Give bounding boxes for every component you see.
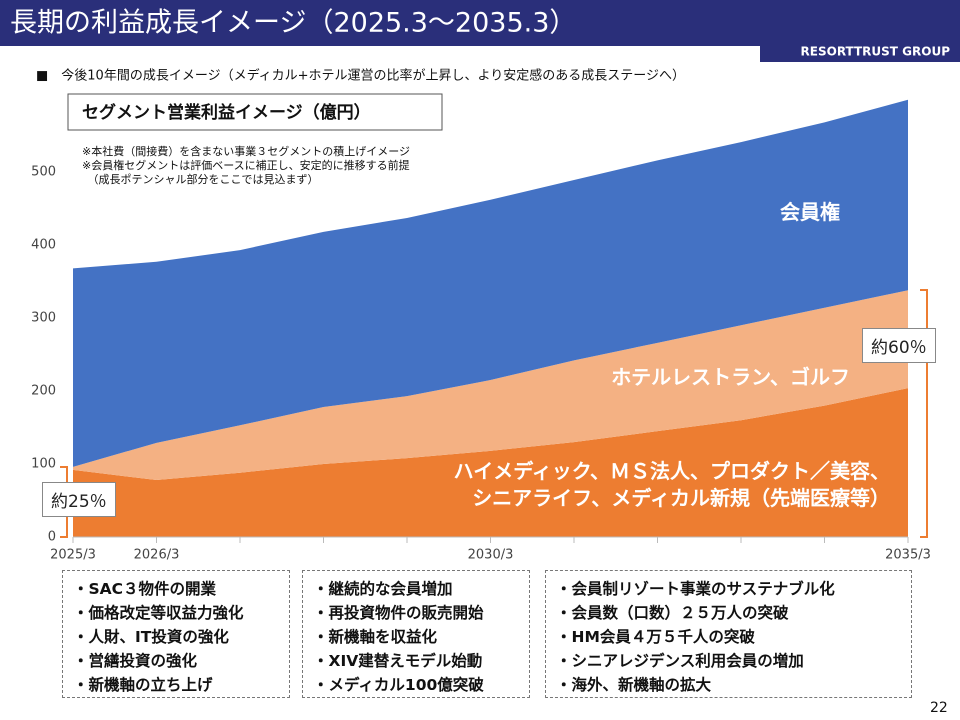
- annotation: 約60％: [862, 328, 936, 363]
- bullet-item: ・会員制リゾート事業のサステナブル化: [556, 580, 835, 598]
- y-tick-label: 400: [31, 238, 56, 253]
- y-tick-label: 200: [31, 384, 56, 399]
- x-tick-label: 2025/3: [50, 548, 96, 563]
- page-number: 22: [930, 700, 948, 716]
- series-label: ホテルレストラン、ゴルフ: [611, 365, 850, 389]
- bullet-item: ・会員数（口数）２５万人の突破: [556, 604, 789, 622]
- chart-title-box: [67, 93, 443, 131]
- bullet-item: ・海外、新機軸の拡大: [556, 676, 712, 694]
- series-label: 会員権: [780, 200, 840, 224]
- bullet-item: ・継続的な会員増加: [313, 580, 453, 598]
- company-bar: [760, 40, 960, 62]
- chart-title: セグメント営業利益イメージ（億円）: [82, 102, 371, 123]
- x-tick-label: 2026/3: [134, 548, 180, 563]
- bullet-box: ・SAC３物件の開業・価格改定等収益力強化 ・人財、IT投資の強化 ・営繕投資の強化…: [62, 570, 290, 698]
- y-tick-label: 500: [31, 165, 56, 180]
- x-tick-label: 2030/3: [468, 548, 514, 563]
- annotation: 約25％: [42, 482, 116, 517]
- bullet-item: ・メディカル100億突破: [313, 676, 484, 694]
- bullet-item: ・XIV建替えモデル始動: [313, 652, 483, 670]
- bullet-box: ・会員制リゾート事業のサステナブル化 ・会員数（口数）２５万人の突破 ・HM会員４万…: [545, 570, 912, 698]
- area: [73, 290, 908, 481]
- bullet-item: ・SAC３物件の開業: [73, 580, 217, 598]
- bullet-item: ・価格改定等収益力強化: [73, 604, 244, 622]
- x-tick-label: 2035/3: [885, 548, 931, 563]
- title: 長期の利益成長イメージ（2025.3〜2035.3）: [10, 8, 576, 39]
- note: （成長ポテンシャル部分をここでは見込まず）: [82, 172, 319, 186]
- bullet-item: ・新機軸を収益化: [313, 628, 438, 646]
- bullet-item: ・再投資物件の販売開始: [313, 604, 484, 622]
- series-label: ハイメディック、ＭＳ法人、プロダクト／美容、 シニアライフ、メディカル新規（先端…: [453, 459, 890, 510]
- y-tick-label: 100: [31, 457, 56, 472]
- bullet-item: ・新機軸の立ち上げ: [73, 676, 213, 694]
- bullet-item: ・HM会員４万５千人の突破: [556, 628, 755, 646]
- y-tick-label: 0: [48, 530, 56, 545]
- bullet-item: ・シニアレジデンス利用会員の増加: [556, 652, 804, 670]
- bullet-item: ・営繕投資の強化: [73, 652, 198, 670]
- area: [73, 388, 908, 537]
- note: ※会員権セグメントは評価ベースに補正し、安定的に推移する前提: [82, 158, 410, 172]
- bullet-box: ・継続的な会員増加・再投資物件の販売開始 ・新機軸を収益化・XIV建替えモデル始動…: [302, 570, 530, 698]
- y-tick-label: 300: [31, 311, 56, 326]
- title-bar: [0, 0, 960, 46]
- bracket: [920, 289, 928, 538]
- note: ※本社費（間接費）を含まない事業３セグメントの積上げイメージ: [82, 144, 410, 158]
- area: [73, 99, 908, 467]
- subtitle: ■ 今後10年間の成長イメージ（メディカル+ホテル運営の比率が上昇し、より安定感…: [36, 68, 685, 84]
- company: RESORTTRUST GROUP: [801, 45, 951, 59]
- plot: [73, 99, 908, 537]
- bullet-item: ・人財、IT投資の強化: [73, 628, 229, 646]
